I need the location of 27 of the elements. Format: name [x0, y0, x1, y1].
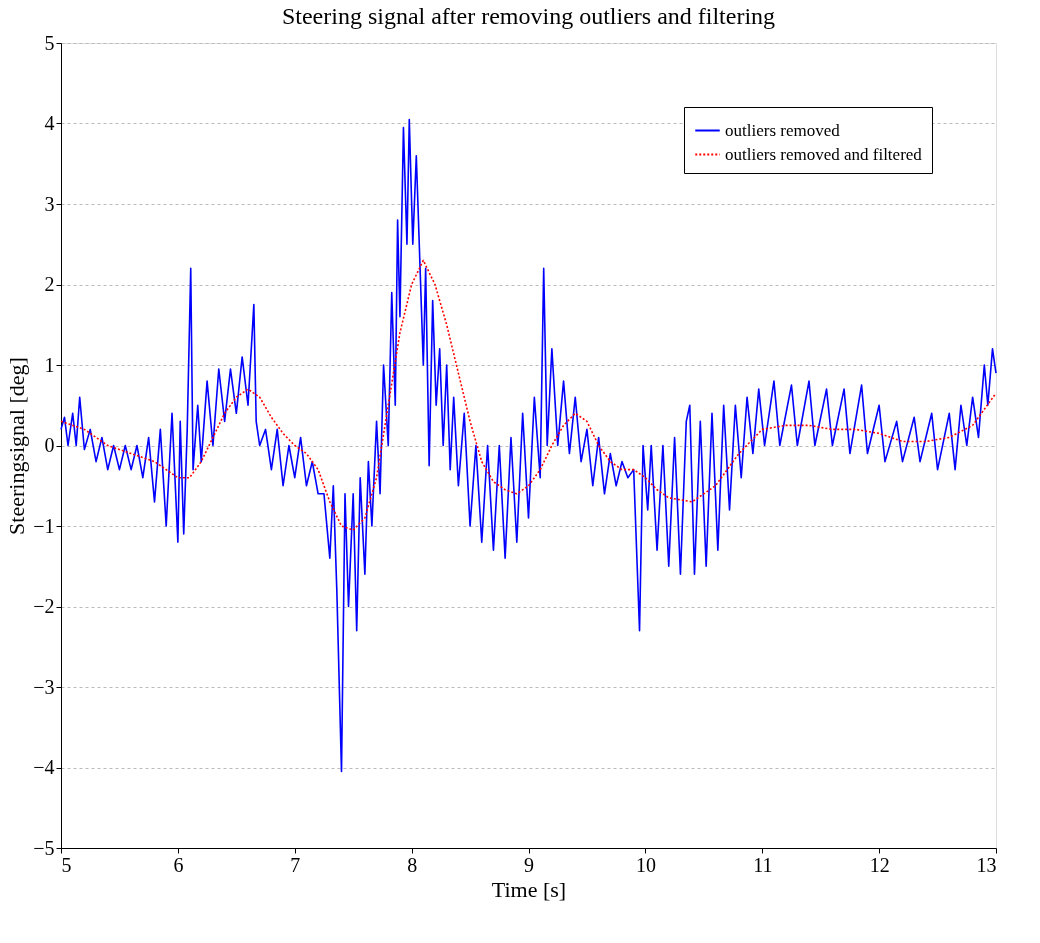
- x-axis-title: Time [s]: [491, 876, 567, 902]
- y-tick-label: −3: [33, 675, 55, 698]
- x-tick-label: 5: [61, 853, 72, 876]
- y-axis-title: Steeringsignal [deg]: [4, 357, 30, 535]
- line-series: [60, 259, 997, 531]
- legend-label: outliers removed: [725, 120, 841, 140]
- y-tick-label: 3: [44, 192, 55, 215]
- chart-title: Steering signal after removing outliers and filtering: [281, 3, 776, 29]
- line-series: [60, 118, 997, 773]
- x-tick-label: 9: [524, 853, 534, 876]
- y-tick-label: 4: [44, 112, 55, 134]
- x-tick-label: 11: [753, 853, 773, 876]
- y-tick-label: 5: [44, 31, 55, 54]
- x-tick-label: 8: [407, 853, 418, 876]
- x-tick-label: 13: [976, 853, 997, 876]
- y-tick-label: −4: [33, 756, 55, 778]
- legend-label: outliers removed and filtered: [725, 144, 923, 164]
- y-tick-label: −2: [33, 595, 55, 617]
- y-tick-label: −5: [33, 836, 55, 859]
- y-tick-label: 0: [44, 434, 55, 456]
- x-tick-label: 12: [869, 853, 890, 876]
- x-tick-label: 6: [173, 853, 184, 876]
- y-tick-label: 1: [44, 353, 55, 376]
- x-tick-label: 7: [290, 853, 301, 876]
- x-tick-label: 10: [635, 853, 656, 876]
- y-tick-label: −1: [33, 514, 55, 537]
- y-tick-label: 2: [44, 273, 55, 295]
